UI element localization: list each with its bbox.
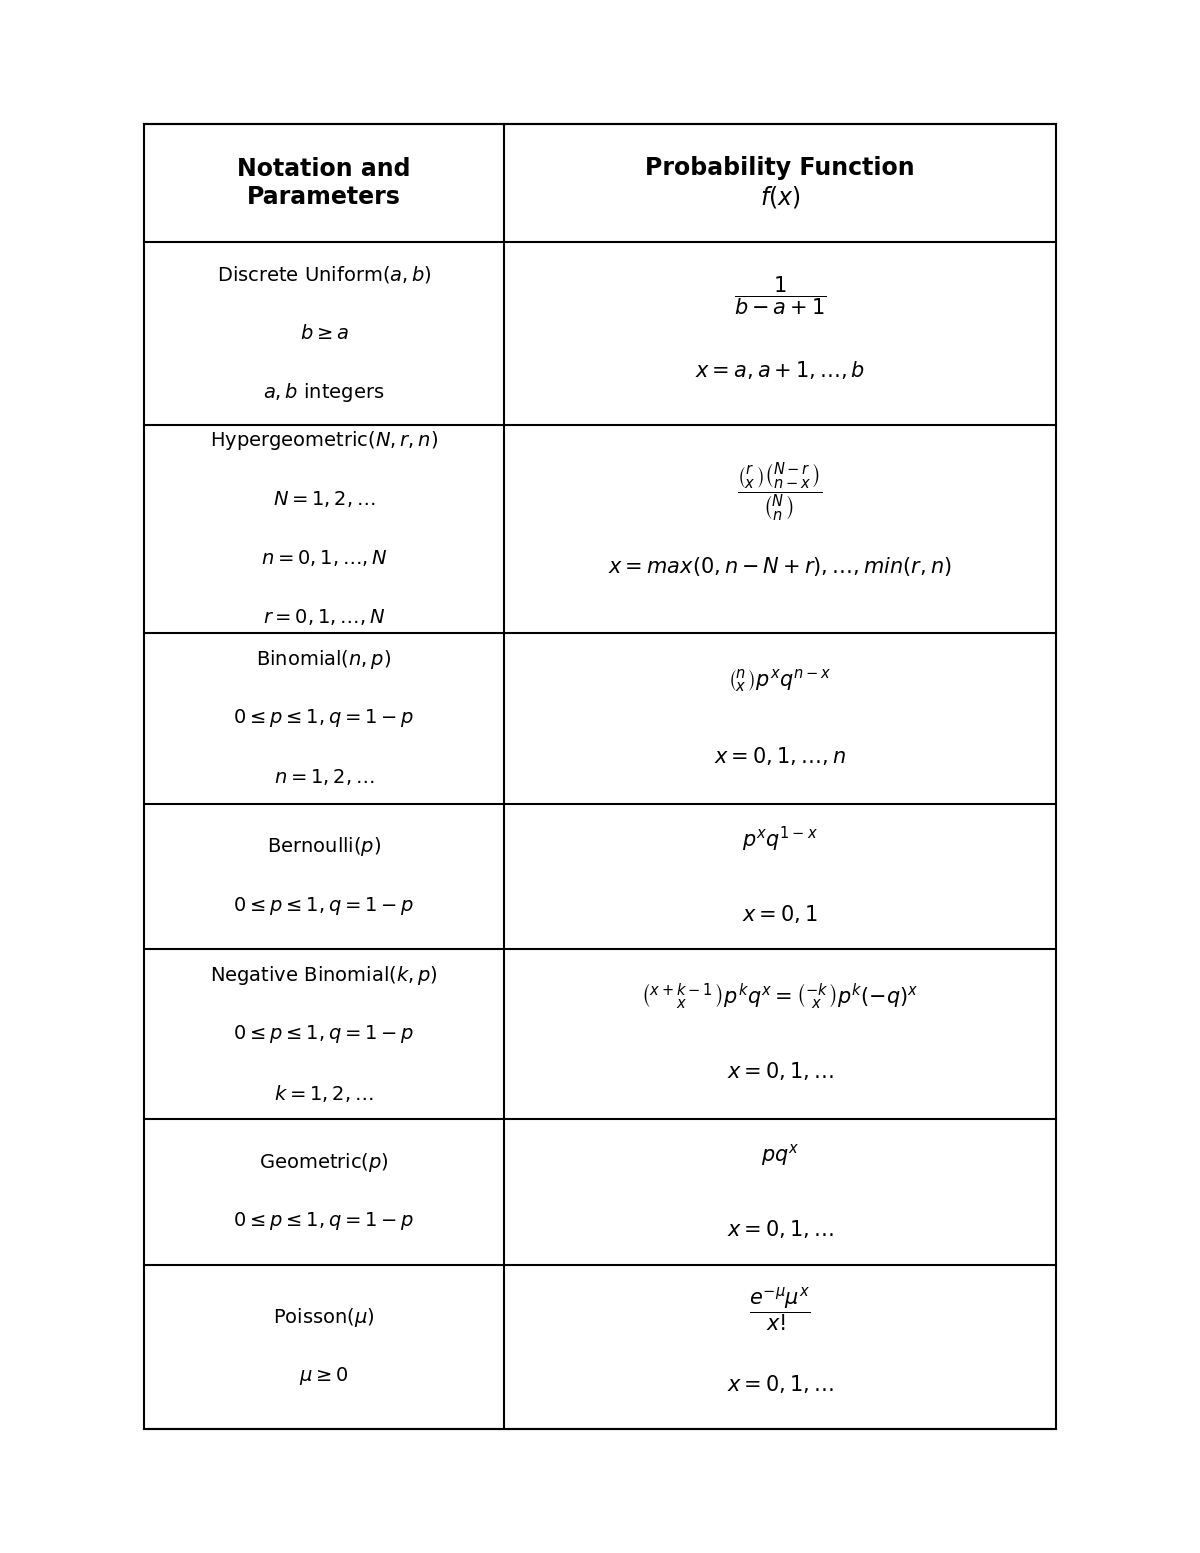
- Bar: [144, 124, 1056, 1429]
- Text: $\binom{n}{x} p^x q^{n-x}$: $\binom{n}{x} p^x q^{n-x}$: [728, 668, 832, 694]
- Text: $x = 0,1, \ldots, n$: $x = 0,1, \ldots, n$: [714, 744, 846, 767]
- Text: $x = 0,1, \ldots$: $x = 0,1, \ldots$: [726, 1061, 834, 1082]
- Text: $\mu \geq 0$: $\mu \geq 0$: [299, 1365, 349, 1387]
- Text: $x = max(0, n-N+r), \ldots, min(r,n)$: $x = max(0, n-N+r), \ldots, min(r,n)$: [608, 554, 952, 578]
- Text: $n = 1,2, \ldots$: $n = 1,2, \ldots$: [274, 767, 374, 787]
- Text: $x = 0,1, \ldots$: $x = 0,1, \ldots$: [726, 1218, 834, 1241]
- Text: Probability Function
$f(x)$: Probability Function $f(x)$: [646, 155, 914, 210]
- Text: Hypergeometric$(N, r, n)$: Hypergeometric$(N, r, n)$: [210, 429, 438, 452]
- Text: $\dfrac{e^{-\mu} \mu^x}{x!}$: $\dfrac{e^{-\mu} \mu^x}{x!}$: [749, 1286, 811, 1334]
- Text: $pq^x$: $pq^x$: [761, 1141, 799, 1168]
- Text: $\dfrac{1}{b - a + 1}$: $\dfrac{1}{b - a + 1}$: [733, 275, 827, 317]
- Text: $0 \leq p \leq 1, q = 1 - p$: $0 \leq p \leq 1, q = 1 - p$: [233, 1210, 415, 1233]
- Text: $0 \leq p \leq 1, q = 1 - p$: $0 \leq p \leq 1, q = 1 - p$: [233, 1023, 415, 1045]
- Text: $x = a, a+1, \ldots, b$: $x = a, a+1, \ldots, b$: [695, 359, 865, 382]
- Text: $\dfrac{\binom{r}{x}\binom{N-r}{n-x}}{\binom{N}{n}}$: $\dfrac{\binom{r}{x}\binom{N-r}{n-x}}{\b…: [737, 461, 823, 522]
- Text: Negative Binomial$(k, p)$: Negative Binomial$(k, p)$: [210, 963, 438, 986]
- Text: $b \geq a$: $b \geq a$: [300, 323, 348, 343]
- Text: $k = 1,2, \ldots$: $k = 1,2, \ldots$: [275, 1082, 373, 1104]
- Text: $r = 0,1, \ldots, N$: $r = 0,1, \ldots, N$: [263, 607, 385, 627]
- Text: Notation and
Parameters: Notation and Parameters: [238, 157, 410, 208]
- Text: $x = 0,1, \ldots$: $x = 0,1, \ldots$: [726, 1373, 834, 1395]
- Text: $n = 0,1, \ldots, N$: $n = 0,1, \ldots, N$: [260, 548, 388, 568]
- Text: Binomial$(n, p)$: Binomial$(n, p)$: [257, 648, 391, 671]
- Text: $x = 0,1$: $x = 0,1$: [742, 902, 818, 924]
- Text: Discrete Uniform$(a, b)$: Discrete Uniform$(a, b)$: [216, 264, 432, 284]
- Text: Poisson$(\mu)$: Poisson$(\mu)$: [274, 1306, 374, 1329]
- Text: $0 \leq p \leq 1, q = 1 - p$: $0 \leq p \leq 1, q = 1 - p$: [233, 895, 415, 916]
- Text: $\binom{x+k-1}{x} p^k q^x = \binom{-k}{x} p^k(-q)^x$: $\binom{x+k-1}{x} p^k q^x = \binom{-k}{x…: [641, 981, 919, 1013]
- Text: $p^x q^{1-x}$: $p^x q^{1-x}$: [742, 825, 818, 854]
- Text: $a, b$ integers: $a, b$ integers: [263, 380, 385, 404]
- Text: Bernoulli$(p)$: Bernoulli$(p)$: [266, 836, 382, 859]
- Text: $0 \leq p \leq 1, q = 1 - p$: $0 \leq p \leq 1, q = 1 - p$: [233, 707, 415, 730]
- Text: Geometric$(p)$: Geometric$(p)$: [259, 1151, 389, 1174]
- Text: $N = 1,2, \ldots$: $N = 1,2, \ldots$: [272, 489, 376, 509]
